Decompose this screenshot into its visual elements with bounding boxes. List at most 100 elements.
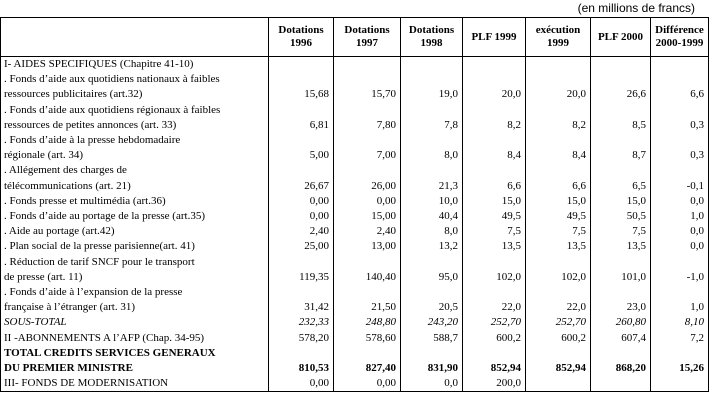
value-cell: 852,94	[525, 345, 591, 377]
value-cell: 1,0	[650, 209, 709, 225]
value-cell: 6,81	[268, 102, 334, 134]
value-cell: 140,40	[333, 254, 401, 286]
value-cell: 8,2	[462, 102, 526, 134]
value-cell: 7,00	[333, 133, 401, 164]
value-cell: 50,5	[590, 209, 651, 225]
table-row: . Fonds d’aide aux quotidiens nationaux …	[0, 72, 709, 103]
value-cell: 102,0	[525, 254, 591, 286]
value-cell: 1,0	[650, 285, 709, 316]
value-cell: 8,2	[525, 102, 591, 134]
column-header: Dotations 1997	[333, 17, 401, 57]
row-label: . Fonds d’aide aux quotidiens régionaux …	[0, 102, 269, 134]
value-cell: 7,8	[400, 102, 463, 134]
value-cell: 31,42	[268, 285, 334, 316]
caption: (en millions de francs)	[577, 1, 695, 15]
column-header: PLF 1999	[462, 17, 526, 57]
row-label: . Fonds d’aide au portage de la presse (…	[0, 209, 269, 225]
value-cell: 23,0	[590, 285, 651, 316]
value-cell: 26,6	[590, 72, 651, 103]
value-cell: 8,7	[590, 133, 651, 164]
value-cell: 0,0	[650, 224, 709, 240]
row-label: . Fonds d’aide à la presse hebdomadaire …	[0, 133, 269, 164]
value-cell: 15,0	[462, 193, 526, 210]
value-cell: 20,0	[462, 72, 526, 103]
value-cell: 810,53	[268, 345, 334, 377]
row-label: III- FONDS DE MODERNISATION	[0, 376, 269, 392]
value-cell: 26,00	[333, 163, 401, 194]
value-cell: 6,6	[462, 163, 526, 194]
value-cell: 7,5	[525, 224, 591, 240]
row-label: . Fonds presse et multimédia (art.36)	[0, 193, 269, 210]
column-header: Différence 2000-1999	[650, 17, 709, 57]
value-cell: 5,00	[268, 133, 334, 164]
value-cell: 232,33	[268, 315, 334, 331]
value-cell: 0,3	[650, 102, 709, 134]
value-cell: 22,0	[462, 285, 526, 316]
value-cell: 40,4	[400, 209, 463, 225]
value-cell: 0,0	[650, 239, 709, 255]
value-cell: 26,67	[268, 163, 334, 194]
value-cell: 868,20	[590, 345, 651, 377]
value-cell: 22,0	[525, 285, 591, 316]
table-body: I- AIDES SPECIFIQUES (Chapitre 41-10). F…	[0, 56, 709, 392]
value-cell: 0,00	[333, 193, 401, 210]
table-row: . Fonds d’aide au portage de la presse (…	[0, 209, 709, 225]
value-cell: 19,0	[400, 72, 463, 103]
value-cell: 578,20	[268, 330, 334, 346]
value-cell: 13,5	[590, 239, 651, 255]
header-cell	[0, 17, 269, 57]
value-cell: 6,6	[650, 72, 709, 103]
table-row: . Fonds d’aide à la presse hebdomadaire …	[0, 133, 709, 164]
table-row: . Fonds d’aide à l’expansion de la press…	[0, 285, 709, 316]
row-label: . Aide au portage (art.42)	[0, 224, 269, 240]
table-row: . Fonds d’aide aux quotidiens régionaux …	[0, 102, 709, 134]
value-cell: 0,0	[400, 376, 463, 392]
value-cell: 8,4	[462, 133, 526, 164]
table-row: II -ABONNEMENTS A l’AFP (Chap. 34-95) 578…	[0, 330, 709, 346]
value-cell: 600,2	[525, 330, 591, 346]
row-label: . Fonds d’aide aux quotidiens nationaux …	[0, 72, 269, 103]
column-header: Dotations 1998	[400, 17, 463, 57]
empty-cell	[650, 376, 709, 392]
value-cell: 6,6	[525, 163, 591, 194]
budget-table: Dotations 1996 Dotations 1997 Dotations 19…	[0, 17, 709, 393]
value-cell: 607,4	[590, 330, 651, 346]
empty-cell	[590, 376, 651, 392]
row-label: . Fonds d’aide à l’expansion de la press…	[0, 285, 269, 316]
value-cell: 15,26	[650, 345, 709, 377]
value-cell: 15,0	[590, 193, 651, 210]
table-row: . Réduction de tarif SNCF pour le transp…	[0, 254, 709, 286]
row-label: SOUS-TOTAL	[0, 315, 269, 331]
value-cell: 21,50	[333, 285, 401, 316]
row-label: . Allégement des charges de télécommunic…	[0, 163, 269, 194]
empty-cell	[333, 56, 401, 73]
empty-cell	[525, 56, 591, 73]
value-cell: 600,2	[462, 330, 526, 346]
column-header: PLF 2000	[590, 17, 651, 57]
value-cell: 6,5	[590, 163, 651, 194]
value-cell: 21,3	[400, 163, 463, 194]
value-cell: 0,00	[268, 376, 334, 392]
value-cell: 0,3	[650, 133, 709, 164]
value-cell: 0,00	[333, 376, 401, 392]
value-cell: 852,94	[462, 345, 526, 377]
row-label: . Plan social de la presse parisienne(ar…	[0, 239, 269, 255]
empty-cell	[400, 56, 463, 73]
value-cell: 7,5	[590, 224, 651, 240]
row-label: . Réduction de tarif SNCF pour le transp…	[0, 254, 269, 286]
value-cell: 15,0	[525, 193, 591, 210]
value-cell: 13,00	[333, 239, 401, 255]
value-cell: 20,5	[400, 285, 463, 316]
table-row: SOUS-TOTAL 232,33 248,80 243,20 252,70 252,70…	[0, 315, 709, 331]
table-row: III- FONDS DE MODERNISATION 0,00 0,00 0,0 20…	[0, 376, 709, 392]
empty-cell	[525, 376, 591, 392]
value-cell: 260,80	[590, 315, 651, 331]
empty-cell	[650, 56, 709, 73]
value-cell: 20,0	[525, 72, 591, 103]
value-cell: 252,70	[525, 315, 591, 331]
value-cell: 8,0	[400, 224, 463, 240]
value-cell: 13,5	[525, 239, 591, 255]
value-cell: 7,5	[462, 224, 526, 240]
value-cell: 243,20	[400, 315, 463, 331]
